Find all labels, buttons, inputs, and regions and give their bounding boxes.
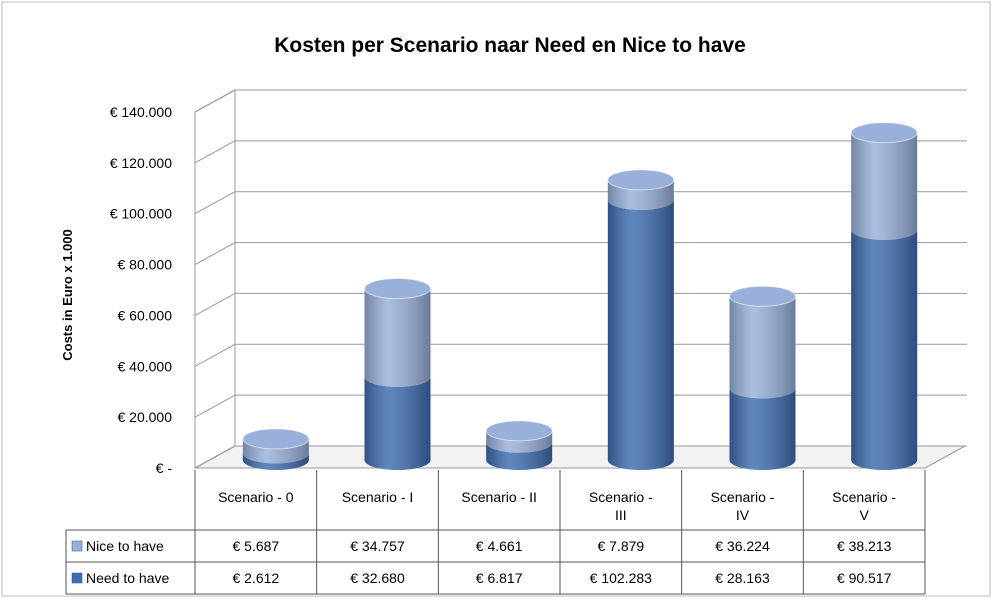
table-value: € 2.612	[232, 570, 279, 586]
x-tick-label: Scenario - II	[461, 489, 537, 505]
y-axis-label: Costs in Euro x 1.000	[60, 229, 75, 361]
table-value: € 102.283	[590, 570, 652, 586]
y-tick-label: € 120.000	[110, 155, 172, 171]
table-value: € 38.213	[837, 538, 892, 554]
cylinder-shade	[486, 430, 553, 453]
table-value: € 32.680	[350, 570, 405, 586]
legend-key	[71, 540, 83, 552]
table-value: € 90.517	[837, 570, 892, 586]
cylinder-shade	[729, 296, 796, 399]
y-tick-label: € 140.000	[110, 104, 172, 120]
grid-line-side	[194, 89, 236, 113]
legend-label: Nice to have	[86, 538, 164, 554]
y-tick-label: € 80.000	[118, 257, 173, 273]
cylinder-shade	[364, 376, 431, 470]
table-value: € 4.661	[476, 538, 523, 554]
y-tick-label: € 20.000	[118, 409, 173, 425]
cylinder-shade	[242, 453, 309, 470]
grid-line-side	[194, 140, 236, 164]
table-value: € 34.757	[350, 538, 405, 554]
cylinder-shade	[729, 388, 796, 470]
cylinder-shade	[242, 438, 309, 464]
grid-line-side	[194, 191, 236, 215]
cylinder-shade	[364, 288, 431, 387]
y-tick-label: € 60.000	[118, 307, 173, 323]
floor	[194, 445, 966, 469]
cylinder-top	[729, 285, 796, 307]
x-tick-label: Scenario - IV	[710, 489, 775, 523]
grid-line-side	[194, 394, 236, 418]
cylinder-top	[364, 278, 431, 300]
cylinder-top	[607, 169, 675, 191]
table-value: € 6.817	[476, 570, 523, 586]
x-tick-label: Scenario - 0	[218, 489, 294, 505]
y-tick-label: € -	[156, 460, 173, 476]
x-tick-label: Scenario - V	[832, 489, 897, 523]
cylinder-shade	[607, 179, 674, 210]
cylinder-shade	[486, 442, 553, 470]
table-value: € 5.687	[232, 538, 279, 554]
table-value: € 36.224	[715, 538, 770, 554]
cylinder-top	[242, 428, 310, 450]
cylinder-top	[485, 420, 553, 442]
cylinder-shade	[607, 199, 674, 470]
table-value: € 7.879	[597, 538, 644, 554]
y-tick-label: € 40.000	[118, 358, 173, 374]
grid-line-side	[194, 343, 236, 367]
grid-line-side	[194, 292, 236, 316]
side-wall	[194, 89, 236, 469]
cylinder-top	[850, 122, 918, 144]
legend-label: Need to have	[86, 570, 169, 586]
grid-line-side	[194, 242, 236, 266]
table-value: € 28.163	[715, 570, 770, 586]
cylinder-shade	[851, 132, 918, 240]
x-tick-label: Scenario - III	[588, 489, 653, 523]
cylinder-shade	[851, 229, 918, 470]
grid-line-side	[194, 445, 236, 469]
chart-title: Kosten per Scenario naar Need en Nice to…	[274, 34, 746, 57]
y-tick-label: € 100.000	[110, 206, 172, 222]
x-tick-label: Scenario - I	[341, 489, 414, 505]
legend-key	[71, 572, 83, 584]
